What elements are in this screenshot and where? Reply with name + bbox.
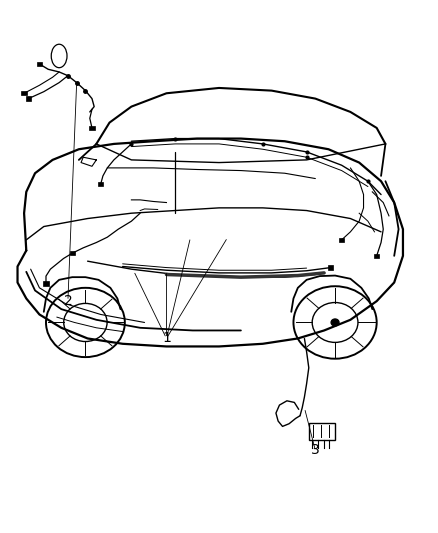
- Bar: [21, 91, 27, 95]
- Bar: [339, 238, 344, 242]
- Bar: [26, 96, 31, 101]
- Bar: [89, 126, 95, 130]
- Bar: [309, 423, 335, 440]
- Bar: [70, 251, 75, 255]
- Text: 3: 3: [311, 443, 320, 457]
- Ellipse shape: [331, 319, 339, 326]
- Text: 2: 2: [64, 294, 72, 308]
- Bar: [43, 281, 49, 286]
- Bar: [37, 62, 42, 66]
- Text: 1: 1: [162, 332, 171, 345]
- Bar: [328, 265, 333, 270]
- Bar: [374, 254, 379, 258]
- Bar: [98, 182, 103, 186]
